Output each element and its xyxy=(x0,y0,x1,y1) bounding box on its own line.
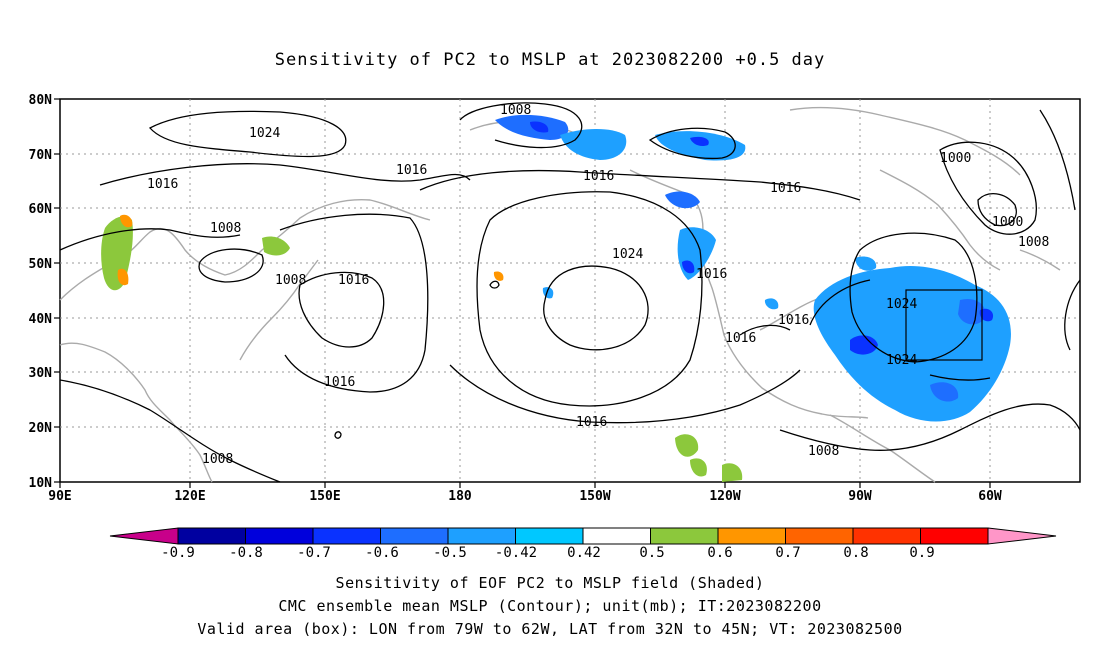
colorbar-segment xyxy=(717,527,786,545)
lon-label: 120W xyxy=(709,489,740,504)
contour-label: 1016 xyxy=(696,267,727,282)
mslp-contours xyxy=(59,102,1081,483)
caption-line-3: Valid area (box): LON from 79W to 62W, L… xyxy=(197,620,903,638)
shade-neg-atlantic-core2 xyxy=(958,298,986,325)
shade-neg-canada2-core xyxy=(682,260,695,274)
lon-label: 120E xyxy=(174,489,205,504)
colorbar-label: -0.6 xyxy=(365,545,399,561)
colorbar-label: -0.42 xyxy=(495,545,537,561)
lon-label: 60W xyxy=(978,489,1002,504)
contour-label: 1016 xyxy=(576,415,607,430)
colorbar-segment xyxy=(582,527,651,545)
contour-label: 1016 xyxy=(778,313,809,328)
colorbar-triangle-low xyxy=(109,527,179,545)
shade-pos-pacific2 xyxy=(690,458,707,477)
shade-neg-atlantic-core4 xyxy=(930,382,959,402)
colorbar-segment xyxy=(245,527,314,545)
contour-label: 1024 xyxy=(249,126,280,141)
contour-label: 1016 xyxy=(324,375,355,390)
contour-label: 1008 xyxy=(202,452,233,467)
contour-label: 1008 xyxy=(500,103,531,118)
shade-pos-pacific3 xyxy=(722,463,743,482)
colorbar-label: -0.5 xyxy=(433,545,467,561)
lon-label: 90W xyxy=(848,489,872,504)
contour-label: 1016 xyxy=(147,177,178,192)
colorbar-segment xyxy=(852,527,921,545)
longitude-labels: 90E 120E 150E 180 150W 120W 90W 60W xyxy=(48,489,1002,504)
contour-label: 1008 xyxy=(210,221,241,236)
lat-label: 80N xyxy=(29,93,53,108)
lat-label: 50N xyxy=(29,257,53,272)
lon-label: 150W xyxy=(579,489,610,504)
lon-label: 180 xyxy=(448,489,472,504)
colorbar-label: 0.6 xyxy=(707,545,732,561)
colorbar-segment xyxy=(380,527,449,545)
contour-label: 1016 xyxy=(725,331,756,346)
contour-label: 1016 xyxy=(583,169,614,184)
shade-neg-midwest xyxy=(764,298,779,310)
colorbar xyxy=(109,527,1057,545)
colorbar-triangle-high xyxy=(987,527,1057,545)
colorbar-label: 0.9 xyxy=(909,545,934,561)
lat-label: 40N xyxy=(29,312,53,327)
contour-label: 1016 xyxy=(396,163,427,178)
contour-label: 1024 xyxy=(886,297,917,312)
colorbar-label: -0.9 xyxy=(161,545,195,561)
colorbar-label: -0.8 xyxy=(229,545,263,561)
shade-pos-asia-core1 xyxy=(117,268,129,286)
contour-label: 1000 xyxy=(992,215,1023,230)
colorbar-segment xyxy=(785,527,854,545)
shade-neg-arctic1-core xyxy=(530,121,549,133)
chart-title: Sensitivity of PC2 to MSLP at 2023082200… xyxy=(274,50,826,70)
colorbar-segment xyxy=(515,527,584,545)
lat-label: 10N xyxy=(29,476,53,491)
lat-label: 20N xyxy=(29,421,53,436)
lat-label: 30N xyxy=(29,366,53,381)
colorbar-segment xyxy=(177,527,246,545)
contour-label: 1016 xyxy=(338,273,369,288)
shade-neg-atlantic-core1 xyxy=(850,335,878,355)
colorbar-segment xyxy=(650,527,719,545)
contour-label: 1016 xyxy=(770,181,801,196)
contour-label: 1000 xyxy=(940,151,971,166)
contour-label: 1008 xyxy=(808,444,839,459)
shade-pos-asia-core2 xyxy=(120,214,133,228)
sensitivity-shading xyxy=(101,114,1011,482)
shade-neg-arctic3-core xyxy=(690,136,709,147)
colorbar-labels: -0.9 -0.8 -0.7 -0.6 -0.5 -0.42 0.42 0.5 … xyxy=(161,545,935,561)
shade-neg-atlantic-core3 xyxy=(979,308,994,322)
shade-neg-arctic2 xyxy=(560,128,627,160)
colorbar-label: 0.7 xyxy=(775,545,800,561)
contour-label: 1008 xyxy=(275,273,306,288)
contour-label: 1008 xyxy=(1018,235,1049,250)
lon-label: 150E xyxy=(309,489,340,504)
shade-pos-dateline xyxy=(493,271,504,281)
shade-pos-pacific1 xyxy=(675,434,699,457)
lat-label: 60N xyxy=(29,202,53,217)
latitude-labels: 80N 70N 60N 50N 40N 30N 20N 10N xyxy=(29,93,53,491)
colorbar-label: 0.8 xyxy=(843,545,868,561)
colorbar-segment xyxy=(447,527,516,545)
colorbar-label: 0.42 xyxy=(567,545,601,561)
grid-lines xyxy=(60,99,1080,482)
shade-neg-arctic1 xyxy=(495,114,569,140)
contour-label: 1024 xyxy=(612,247,643,262)
caption-line-2: CMC ensemble mean MSLP (Contour); unit(m… xyxy=(278,597,822,615)
lat-label: 70N xyxy=(29,148,53,163)
axis-ticks xyxy=(54,98,991,488)
caption-line-1: Sensitivity of EOF PC2 to MSLP field (Sh… xyxy=(335,574,765,592)
lon-label: 90E xyxy=(48,489,71,504)
contour-label: 1024 xyxy=(886,353,917,368)
contour-labels: 1024 1016 1008 1008 1016 1016 1024 1016 … xyxy=(147,103,1049,467)
colorbar-segment xyxy=(920,527,989,545)
shade-neg-east1 xyxy=(855,256,877,271)
colorbar-label: -0.7 xyxy=(297,545,331,561)
colorbar-label: 0.5 xyxy=(639,545,664,561)
colorbar-segment xyxy=(312,527,381,545)
shade-neg-canada1 xyxy=(665,191,700,209)
shade-pos-japan xyxy=(262,236,290,256)
valid-area-box xyxy=(905,289,983,361)
